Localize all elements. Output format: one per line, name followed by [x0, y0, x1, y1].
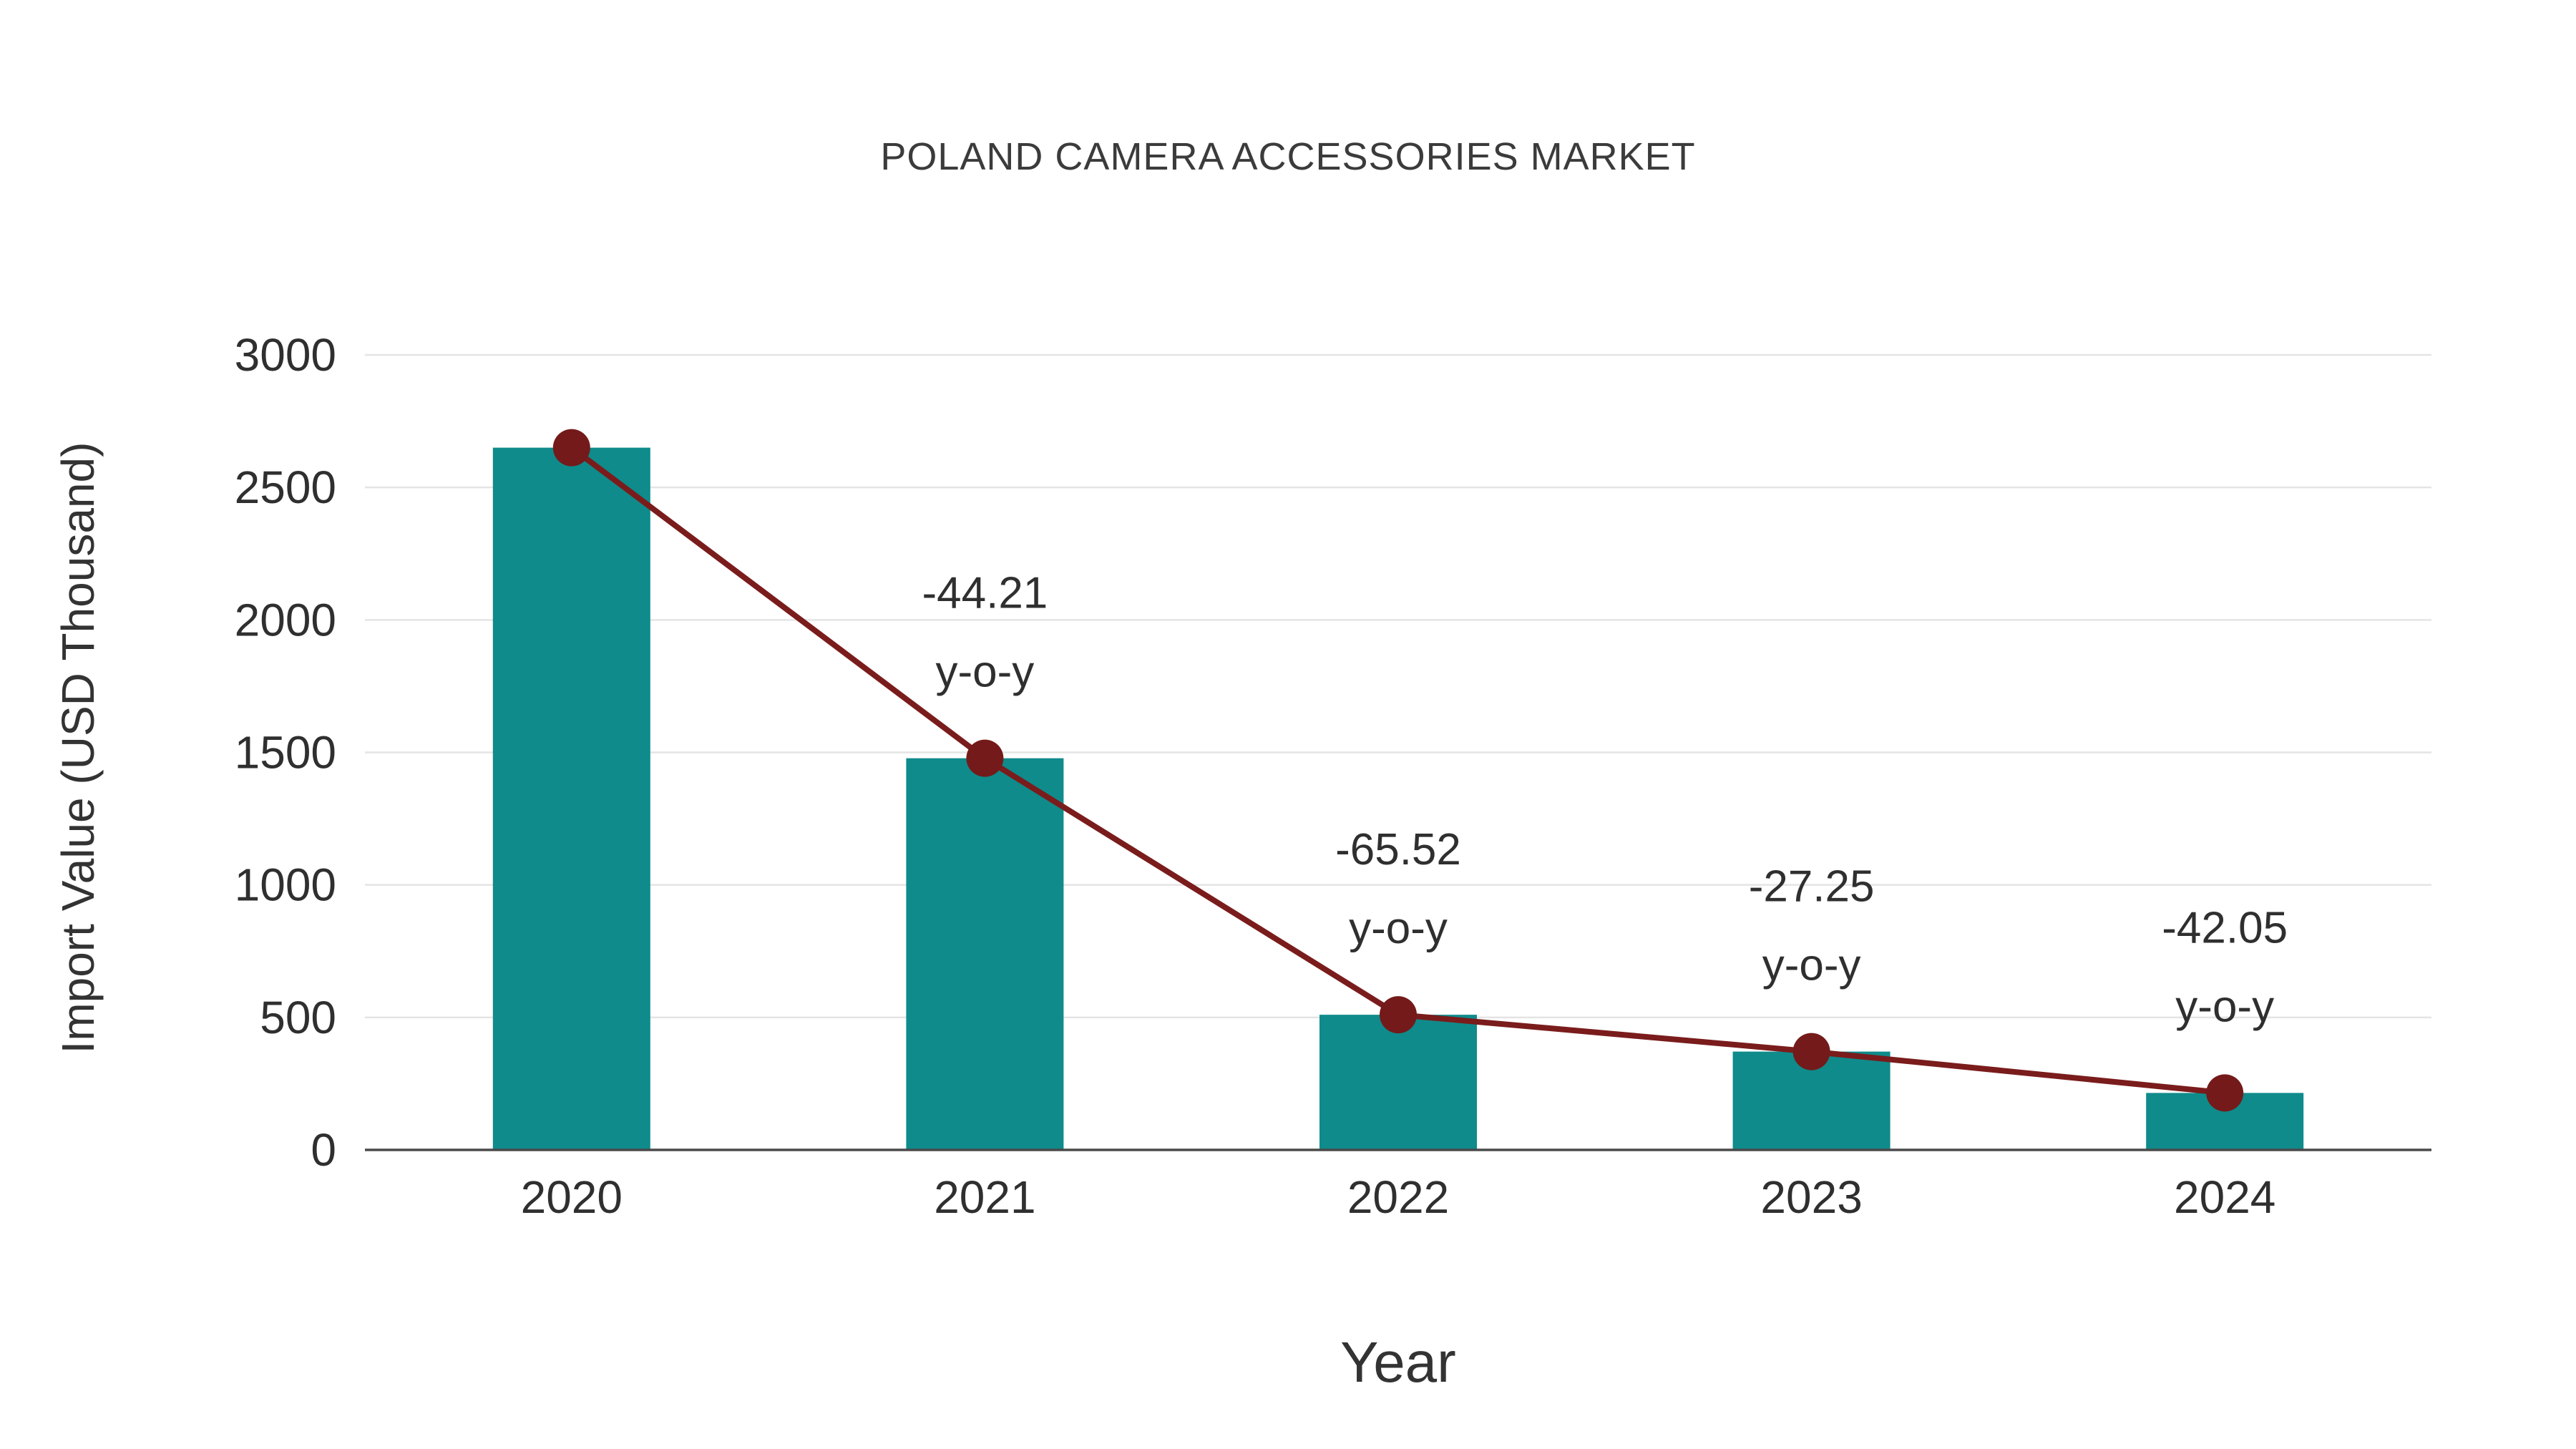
bar-2020 [492, 447, 650, 1150]
x-tick-2024: 2024 [2174, 1171, 2275, 1223]
yoy-value-2023: -27.25 [1749, 862, 1875, 912]
trend-marker-2021 [966, 739, 1004, 777]
bar-2021 [906, 758, 1064, 1150]
plot-area: 0 500 1000 1500 2000 2500 3000 2020 2021 2022 2023… [235, 329, 2431, 1223]
y-axis-title: Import Value (USD Thousand) [52, 442, 104, 1054]
yoy-value-2024: -42.05 [2162, 903, 2288, 952]
trend-line [570, 445, 2225, 1096]
y-tick-0: 0 [311, 1124, 336, 1176]
trend-marker-2023 [1792, 1033, 1830, 1070]
yoy-value-2022: -65.52 [1335, 825, 1461, 874]
yoy-suffix-2022: y-o-y [1349, 904, 1448, 953]
yoy-value-2021: -44.21 [922, 569, 1048, 618]
trend-marker-2022 [1380, 996, 1417, 1034]
x-tick-2021: 2021 [934, 1171, 1035, 1223]
x-tick-2020: 2020 [521, 1171, 623, 1223]
y-tick-3000: 3000 [235, 329, 336, 381]
x-axis-title: Year [1340, 1330, 1456, 1394]
x-tick-2022: 2022 [1347, 1171, 1449, 1223]
y-tick-1000: 1000 [235, 859, 336, 911]
y-tick-2500: 2500 [235, 462, 336, 513]
yoy-suffix-2023: y-o-y [1762, 941, 1861, 990]
y-tick-2000: 2000 [235, 594, 336, 645]
yoy-suffix-2024: y-o-y [2175, 982, 2274, 1031]
bar-2022 [1319, 1015, 1477, 1150]
x-tick-2023: 2023 [1760, 1171, 1862, 1223]
chart-title: POLAND CAMERA ACCESSORIES MARKET [880, 135, 1695, 178]
yoy-suffix-2021: y-o-y [936, 648, 1035, 697]
trend-marker-2020 [552, 429, 590, 467]
y-tick-1500: 1500 [235, 727, 336, 779]
trend-marker-2024 [2206, 1074, 2244, 1112]
y-tick-500: 500 [260, 992, 336, 1043]
